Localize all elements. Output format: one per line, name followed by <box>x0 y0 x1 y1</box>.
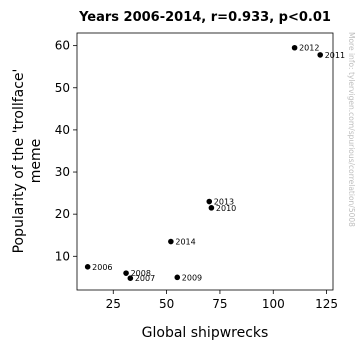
y-tick-label: 40 <box>55 123 70 137</box>
data-point-label: 2012 <box>299 44 319 53</box>
x-tick-label: 125 <box>315 297 338 311</box>
data-point-label: 2013 <box>214 198 234 207</box>
data-point-label: 2008 <box>131 269 151 278</box>
y-axis-label-line-2: meme <box>28 139 44 184</box>
x-tick-label: 50 <box>159 297 174 311</box>
data-point-label: 2009 <box>182 273 202 282</box>
y-tick-label: 20 <box>55 207 70 221</box>
data-point-label: 2010 <box>216 204 236 213</box>
data-point-2013 <box>206 198 213 205</box>
x-tick-label: 100 <box>262 297 285 311</box>
data-point-label: 2006 <box>92 263 112 272</box>
y-tick-label: 30 <box>55 165 70 179</box>
y-tick-label: 60 <box>55 39 70 53</box>
data-point-2008 <box>123 270 129 276</box>
x-axis: 25 50 75 100 125 <box>106 290 338 311</box>
watermark-text: More info: tylervigen.com/spurious/corre… <box>347 32 356 227</box>
data-point-label: 2014 <box>175 238 195 247</box>
data-point-2012 <box>291 44 298 51</box>
plot-area <box>76 32 334 291</box>
y-axis-label-line-1: Popularity of the 'trollface' <box>11 69 27 254</box>
y-tick-label: 10 <box>55 249 70 263</box>
data-point-2010 <box>208 205 215 211</box>
data-point-2007 <box>127 275 134 282</box>
y-tick-label: 50 <box>55 81 70 95</box>
data-point-2011 <box>317 52 324 58</box>
x-tick-label: 25 <box>106 297 121 311</box>
data-point-2006 <box>84 264 91 270</box>
data-point-label: 2007 <box>135 274 155 283</box>
x-axis-label: Global shipwrecks <box>142 325 269 341</box>
y-axis-label: Popularity of the 'trollface' meme <box>11 69 44 254</box>
data-point-2014 <box>168 238 174 245</box>
x-tick-label: 75 <box>212 297 227 311</box>
data-point-label: 2011 <box>325 51 345 60</box>
data-point-2009 <box>174 274 181 281</box>
y-axis: 10 20 30 40 50 60 <box>55 39 77 263</box>
chart-title: Years 2006-2014, r=0.933, p<0.01 <box>78 10 331 25</box>
